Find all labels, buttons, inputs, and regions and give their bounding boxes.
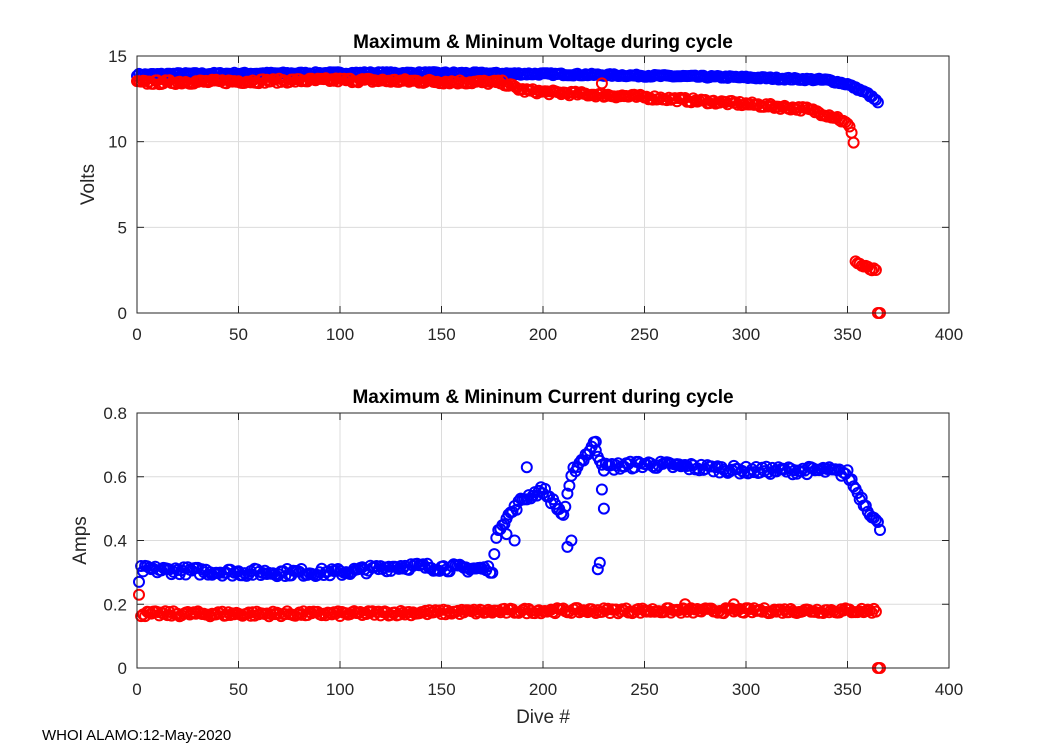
footer-stamp: WHOI ALAMO:12-May-2020 <box>42 727 232 744</box>
maximum-current-point <box>561 487 574 500</box>
minimum-voltage-point <box>867 262 880 275</box>
x-tick-label: 50 <box>229 325 248 344</box>
x-tick-label: 200 <box>529 680 557 699</box>
series-minimum-voltage <box>131 72 886 319</box>
current-x-axis-label: Dive # <box>516 707 570 728</box>
x-tick-label: 200 <box>529 325 557 344</box>
maximum-current-point <box>589 444 602 457</box>
minimum-voltage-point <box>869 264 882 276</box>
y-tick-label: 15 <box>108 47 127 66</box>
x-tick-label: 300 <box>732 325 760 344</box>
series-maximum-current <box>133 435 886 588</box>
x-tick-label: 300 <box>732 680 760 699</box>
maximum-current-point <box>510 503 523 516</box>
x-tick-label: 50 <box>229 680 248 699</box>
maximum-current-point <box>500 528 513 541</box>
minimum-voltage-point <box>865 264 878 277</box>
minimum-voltage-point <box>843 120 856 133</box>
maximum-current-point <box>593 556 606 569</box>
minimum-current-point <box>867 602 880 615</box>
y-tick-label: 5 <box>118 218 127 237</box>
maximum-current-point <box>508 534 521 547</box>
maximum-current-point <box>595 483 608 496</box>
y-tick-label: 0.4 <box>103 532 127 551</box>
voltage-tick-labels: 0 50 100 150 200 250 300 350 400 0 5 10 15 <box>108 47 963 344</box>
maximum-current-point <box>591 563 604 576</box>
maximum-current-point <box>486 566 499 579</box>
series-minimum-current <box>133 588 886 674</box>
minimum-current-point <box>869 605 882 618</box>
x-tick-label: 400 <box>935 680 963 699</box>
minimum-current-point <box>143 606 156 619</box>
x-tick-label: 150 <box>427 680 455 699</box>
x-tick-label: 250 <box>630 325 658 344</box>
minimum-current-point <box>133 588 145 601</box>
current-chart-title: Maximum & Mininum Current during cycle <box>352 387 733 408</box>
x-tick-label: 0 <box>132 325 141 344</box>
y-tick-label: 0 <box>118 304 127 323</box>
minimum-voltage-point <box>847 136 860 149</box>
maximum-current-point <box>859 499 872 512</box>
y-tick-label: 0.2 <box>103 595 127 614</box>
y-tick-label: 0 <box>118 659 127 678</box>
current-points <box>133 435 886 674</box>
maximum-current-point <box>597 502 610 515</box>
maximum-current-point <box>589 435 602 448</box>
maximum-current-point <box>874 524 886 536</box>
maximum-current-point <box>559 500 572 513</box>
voltage-axes: 0 50 100 150 200 250 300 350 400 0 5 10 15 Maximum &… <box>78 32 963 344</box>
x-tick-label: 400 <box>935 325 963 344</box>
minimum-current-point <box>679 598 692 611</box>
voltage-y-axis-label: Volts <box>78 164 99 205</box>
current-tick-labels: 0 50 100 150 200 250 300 350 400 0 0.2 0.4 0.6 0.8 <box>103 404 963 699</box>
voltage-points <box>131 66 886 319</box>
maximum-current-point <box>279 570 292 582</box>
maximum-voltage-point <box>871 96 884 109</box>
maximum-current-point <box>565 534 578 547</box>
minimum-voltage-point <box>595 77 608 90</box>
maximum-current-point <box>869 513 882 526</box>
maximum-current-point <box>557 508 570 521</box>
x-tick-label: 150 <box>427 325 455 344</box>
x-tick-label: 350 <box>833 325 861 344</box>
current-axes: 0 50 100 150 200 250 300 350 400 0 0.2 0.4 0.6 0.8 Ma… <box>70 387 963 728</box>
voltage-chart-title: Maximum & Mininum Voltage during cycle <box>353 32 733 53</box>
y-tick-label: 10 <box>108 133 127 152</box>
x-tick-label: 250 <box>630 680 658 699</box>
y-tick-label: 0.6 <box>103 468 127 487</box>
maximum-voltage-point <box>869 93 882 106</box>
x-tick-label: 100 <box>326 325 354 344</box>
current-y-axis-label: Amps <box>70 516 91 565</box>
x-tick-label: 100 <box>326 680 354 699</box>
maximum-current-point <box>520 461 533 474</box>
maximum-current-point <box>871 516 884 528</box>
x-tick-label: 0 <box>132 680 141 699</box>
y-tick-label: 0.8 <box>103 404 127 423</box>
maximum-current-point <box>133 575 145 588</box>
minimum-current-point <box>727 598 740 611</box>
x-tick-label: 350 <box>833 680 861 699</box>
minimum-current-point <box>429 604 442 617</box>
maximum-current-point <box>488 548 501 561</box>
